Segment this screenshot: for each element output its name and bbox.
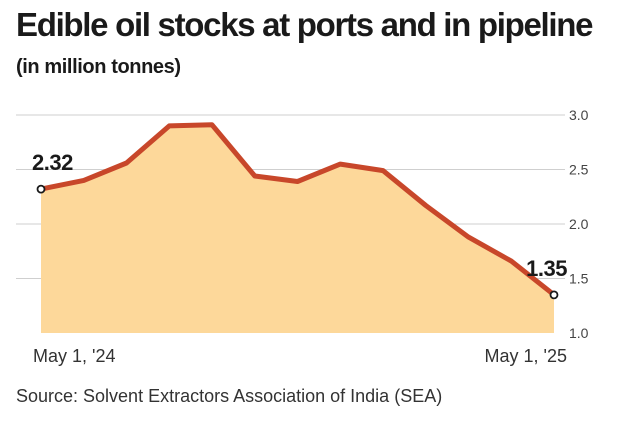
y-tick-label: 1.5 bbox=[569, 271, 589, 287]
y-axis-ticks: 1.0 1.5 2.0 2.5 3.0 bbox=[569, 107, 589, 341]
chart-title: Edible oil stocks at ports and in pipeli… bbox=[16, 6, 593, 43]
y-tick-label: 3.0 bbox=[569, 107, 589, 123]
data-point-marker bbox=[549, 290, 559, 300]
y-tick-label: 2.5 bbox=[569, 162, 589, 178]
data-markers bbox=[36, 184, 559, 300]
data-point-marker bbox=[36, 184, 46, 194]
chart-subtitle: (in million tonnes) bbox=[16, 56, 181, 78]
y-tick-label: 1.0 bbox=[569, 325, 589, 341]
x-axis-ticks: May 1, '24 May 1, '25 bbox=[33, 346, 567, 366]
x-tick-label: May 1, '25 bbox=[485, 346, 567, 366]
data-label: 2.32 bbox=[32, 150, 73, 175]
data-label: 1.35 bbox=[526, 256, 567, 281]
series-line bbox=[38, 122, 557, 298]
value-annotations: 2.32 1.35 bbox=[32, 150, 568, 281]
source-note: Source: Solvent Extractors Association o… bbox=[16, 386, 443, 406]
y-tick-label: 2.0 bbox=[569, 216, 589, 232]
x-tick-label: May 1, '24 bbox=[33, 346, 115, 366]
area-fill bbox=[41, 124, 554, 333]
